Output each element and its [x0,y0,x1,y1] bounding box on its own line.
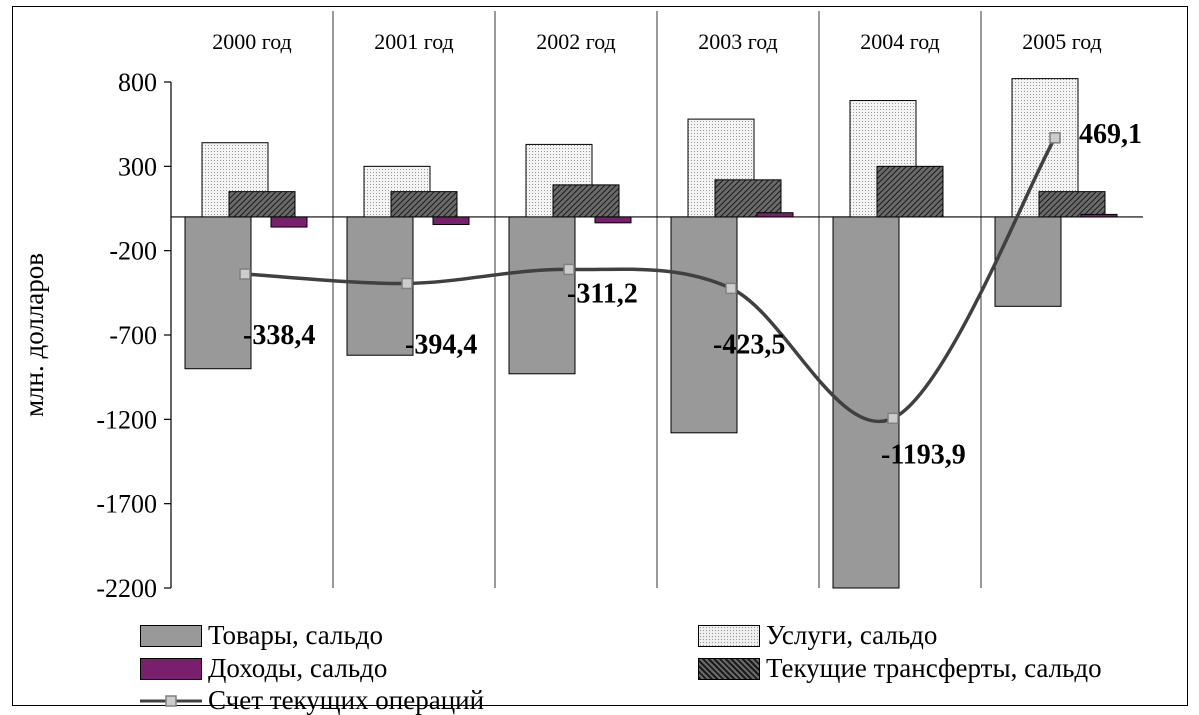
y-tick-label: 800 [118,68,157,97]
legend-item-goods: Товары, сальдо [140,622,383,649]
legend-swatch-income [140,657,202,680]
bar-income [756,212,794,218]
bar-goods [508,216,576,375]
y-tick-label: 300 [118,152,157,181]
chart-frame: 800 300 -200 -700 -1200 -1700 -2200 млн. доллар… [12,6,1188,714]
category-label: 2002 год [536,29,616,54]
y-tick-label: -200 [109,237,157,266]
category-label: 2003 год [698,29,778,54]
marker-current-account [239,268,251,280]
legend-label-income: Доходы, сальдо [208,653,388,683]
data-label-current-account: 469,1 [1079,119,1142,150]
chart-plot: 800 300 -200 -700 -1200 -1700 -2200 млн. доллар… [19,11,1143,603]
bar-transfers [876,165,944,218]
category-label: 2004 год [860,29,940,54]
data-label-current-account: -394,4 [405,329,477,360]
legend-item-income: Доходы, сальдо [140,655,387,682]
bar-goods [832,216,900,589]
legend-swatch-services [698,624,760,647]
data-label-current-account: -423,5 [713,329,785,360]
legend-label-goods: Товары, сальдо [208,620,384,650]
legend-item-services: Услуги, сальдо [698,622,937,649]
marker-current-account [1049,132,1061,144]
data-label-current-account: -1193,9 [881,439,966,470]
legend-label-services: Услуги, сальдо [766,620,938,650]
bar-income [594,216,632,224]
y-tick-label: -700 [109,321,157,350]
legend-label-transfers: Текущие трансферты, сальдо [766,653,1102,683]
category-label: 2001 год [374,29,454,54]
legend-swatch-goods [140,624,202,647]
category-label: 2005 год [1022,29,1102,54]
bar-transfers [390,191,458,218]
marker-current-account [401,277,413,290]
bar-income [270,216,308,228]
data-label-current-account: -311,2 [567,278,638,309]
bar-transfers [1038,191,1106,218]
legend-line-sample-current-account [140,694,202,707]
bar-transfers [552,184,620,218]
bar-goods [994,216,1062,307]
legend-item-transfers: Текущие трансферты, сальдо [698,655,1102,682]
marker-current-account [887,412,899,425]
category-label: 2000 год [212,29,292,54]
marker-current-account [563,263,575,276]
y-tick-label: -2200 [96,574,157,603]
y-tick-label: -1700 [96,490,157,519]
bar-goods [670,216,738,434]
bar-transfers [228,191,296,218]
bar-income [1080,213,1118,218]
marker-current-account [725,282,737,295]
legend-swatch-transfers [698,657,760,680]
bar-goods [184,216,252,370]
y-tick-label: -1200 [96,405,157,434]
bar-income [432,216,470,226]
legend-label-current-account: Счет текущих операций [208,685,485,715]
bar-transfers [714,179,782,218]
data-label-current-account: -338,4 [243,320,315,351]
y-axis-title: млн. долларов [19,253,49,417]
legend-item-current-account: Счет текущих операций [140,687,484,714]
